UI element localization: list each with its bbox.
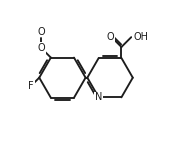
Text: F: F (28, 81, 34, 91)
Text: O: O (38, 43, 45, 53)
Text: O: O (107, 32, 114, 42)
Text: OH: OH (133, 32, 148, 42)
Text: O: O (38, 27, 45, 37)
Text: N: N (95, 92, 102, 102)
